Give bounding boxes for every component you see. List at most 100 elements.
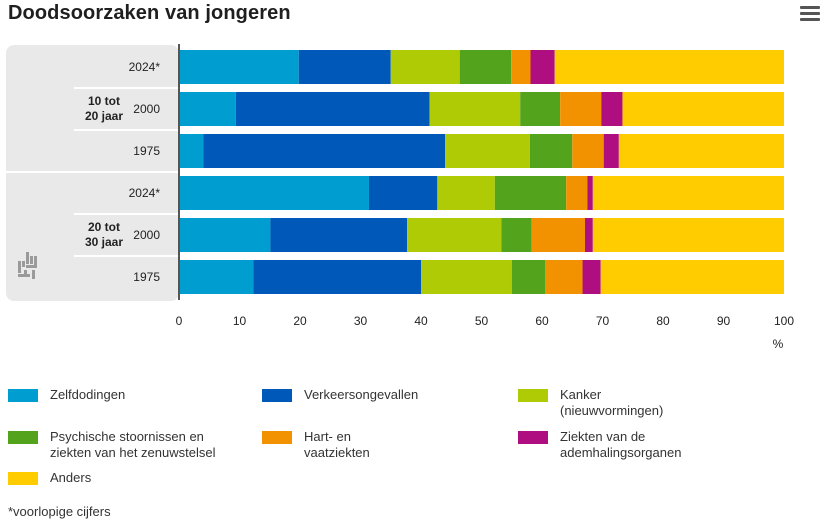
x-tick-label: 30 (354, 314, 368, 328)
bar-segment-row2-series1 (179, 92, 236, 126)
x-tick-label: 0 (176, 314, 183, 328)
bar-segment-row1-series3 (390, 50, 460, 84)
bar-segment-row4-series1 (179, 176, 369, 210)
category-label: 1975 (133, 144, 160, 158)
bar-segment-row6-series4 (511, 260, 546, 294)
bar-segment-row1-series7 (554, 50, 784, 84)
group-label: 10 tot 20 jaar (85, 94, 123, 123)
bar-segment-row6-series6 (582, 260, 601, 294)
cbs-logo-part (26, 252, 29, 264)
bar-segment-row3-series7 (618, 134, 784, 168)
x-axis-label: % (773, 337, 784, 351)
bar-segment-row2-series4 (520, 92, 561, 126)
bar-segment-row5-series3 (407, 218, 502, 252)
bar-segment-row4-series3 (437, 176, 495, 210)
legend-swatch (8, 389, 38, 402)
x-tick-label: 20 (293, 314, 307, 328)
bar-segment-row5-series1 (179, 218, 271, 252)
bar-segment-row3-series5 (572, 134, 604, 168)
cbs-logo-part (24, 270, 27, 276)
legend-swatch (518, 389, 548, 402)
group-label-line: 10 tot (88, 94, 120, 108)
x-tick-label: 50 (475, 314, 489, 328)
legend-label: Anders (50, 470, 92, 485)
cbs-logo-part (32, 270, 35, 279)
legend-item[interactable]: Ziekten van de ademhalingsorganen (518, 429, 681, 461)
category-label: 2024* (129, 60, 161, 74)
bar-segment-row1-series2 (298, 50, 391, 84)
chart-title: Doodsoorzaken van jongeren (8, 2, 291, 24)
bar-segment-row4-series2 (368, 176, 438, 210)
x-tick-label: 60 (535, 314, 549, 328)
legend-item[interactable]: Psychische stoornissen en ziekten van he… (8, 429, 215, 461)
category-label: 1975 (133, 270, 160, 284)
bar-segment-row1-series1 (179, 50, 299, 84)
bar-segment-row4-series5 (566, 176, 588, 210)
bar-segment-row6-series5 (545, 260, 583, 294)
bar-segment-row2-series7 (622, 92, 784, 126)
category-label: 2000 (133, 102, 160, 116)
bar-segment-row3-series6 (603, 134, 619, 168)
x-tick-label: 80 (656, 314, 670, 328)
legend-label: Kanker (nieuwvormingen) (560, 387, 664, 418)
x-tick-label: 100 (774, 314, 794, 328)
legend-label: Psychische stoornissen en ziekten van he… (50, 429, 216, 460)
legend-swatch (518, 431, 548, 444)
group-label-line: 20 tot (88, 220, 120, 234)
bar-segment-row5-series2 (270, 218, 408, 252)
hamburger-menu-icon[interactable] (800, 6, 820, 26)
bar-segment-row6-series1 (179, 260, 254, 294)
group-label-line: 30 jaar (85, 235, 123, 249)
x-tick-label: 70 (596, 314, 610, 328)
bar-segment-row5-series7 (592, 218, 784, 252)
bar-segment-row5-series5 (531, 218, 585, 252)
bar-segment-row1-series6 (530, 50, 555, 84)
bar-segment-row4-series4 (494, 176, 567, 210)
bar-segment-row3-series2 (203, 134, 446, 168)
legend-swatch (8, 472, 38, 485)
cbs-logo (18, 252, 37, 279)
bar-segment-row2-series6 (601, 92, 623, 126)
legend-item[interactable]: Hart- en vaatziekten (262, 429, 370, 461)
legend-swatch (8, 431, 38, 444)
bar-segment-row3-series1 (179, 134, 204, 168)
x-tick-label: 10 (233, 314, 247, 328)
bar-segment-row3-series3 (445, 134, 530, 168)
cbs-logo-part (18, 261, 21, 273)
bar-segment-row1-series5 (511, 50, 531, 84)
category-label: 2000 (133, 228, 160, 242)
legend-label: Hart- en vaatziekten (304, 429, 370, 460)
legend-swatch (262, 389, 292, 402)
bar-segment-row2-series2 (235, 92, 430, 126)
bar-segment-row6-series3 (421, 260, 512, 294)
footnote: *voorlopige cijfers (8, 504, 111, 519)
bar-segment-row6-series7 (600, 260, 784, 294)
cbs-logo-part (34, 256, 37, 268)
bar-segment-row2-series5 (560, 92, 602, 126)
category-label: 2024* (129, 186, 161, 200)
legend-swatch (262, 431, 292, 444)
cbs-logo-part (22, 261, 25, 267)
legend-label: Zelfdodingen (50, 387, 126, 402)
legend-label: Verkeersongevallen (304, 387, 419, 402)
cbs-logo-part (30, 256, 33, 264)
bar-segment-row3-series4 (529, 134, 573, 168)
legend-label: Ziekten van de ademhalingsorganen (560, 429, 682, 460)
cbs-logo-part (26, 265, 35, 268)
x-tick-label: 40 (414, 314, 428, 328)
bar-segment-row6-series2 (253, 260, 421, 294)
legend-item[interactable]: Verkeersongevallen (262, 387, 418, 403)
bar-segment-row5-series6 (584, 218, 593, 252)
legend-item[interactable]: Kanker (nieuwvormingen) (518, 387, 663, 419)
bar-segment-row4-series6 (587, 176, 593, 210)
bar-segment-row2-series3 (429, 92, 521, 126)
stacked-bar-chart: 2024* 2000 1975 10 tot 20 jaar 2024* 2000 1975 2… (6, 44, 794, 351)
bar-segment-row5-series4 (501, 218, 532, 252)
group-label: 20 tot 30 jaar (85, 220, 123, 249)
bar-segment-row1-series4 (459, 50, 512, 84)
x-tick-label: 90 (717, 314, 731, 328)
bar-segment-row4-series7 (592, 176, 784, 210)
group-label-line: 20 jaar (85, 109, 123, 123)
legend-item[interactable]: Zelfdodingen (8, 387, 125, 403)
legend-item[interactable]: Anders (8, 470, 91, 486)
